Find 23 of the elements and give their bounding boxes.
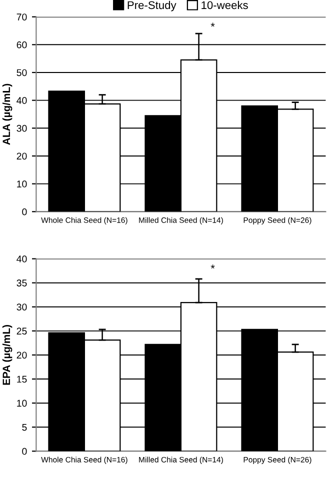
y-tick-label: 25 <box>16 328 27 335</box>
legend-label: Pre-Study <box>128 0 176 12</box>
legend-label: 10-weeks <box>202 0 248 10</box>
y-axis-title: ALA (µg/mL) <box>2 84 12 145</box>
y-tick-label: 30 <box>16 304 27 310</box>
y-tick-label: 40 <box>16 256 27 262</box>
y-tick-label: 70 <box>16 14 27 20</box>
y-tick-label: 0 <box>22 448 27 455</box>
y-tick-label: 10 <box>17 180 27 188</box>
annotation: * <box>210 22 215 27</box>
y-tick-label: 5 <box>22 424 27 431</box>
y-tick-label: 0 <box>22 208 27 216</box>
y-axis-title: EPA (µg/mL) <box>2 325 12 385</box>
y-tick-label: 40 <box>16 97 27 104</box>
y-tick-label: 35 <box>16 280 27 286</box>
y-tick-label: 60 <box>16 41 27 48</box>
y-tick-label: 15 <box>17 376 27 383</box>
y-tick-label: 20 <box>16 152 27 160</box>
y-tick-label: 30 <box>16 124 27 132</box>
annotation: * <box>210 264 215 268</box>
y-tick-label: 10 <box>17 400 27 407</box>
y-tick-label: 20 <box>16 352 27 359</box>
y-tick-label: 50 <box>16 69 27 76</box>
